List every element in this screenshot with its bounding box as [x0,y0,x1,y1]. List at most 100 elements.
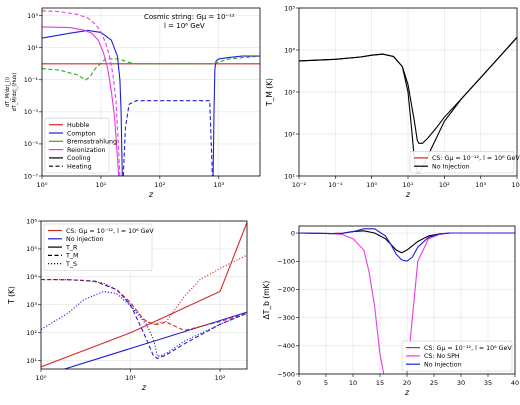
y-tick-label: 10³ [27,12,38,20]
x-tick-label: 0 [297,379,301,387]
x-axis-label: z [141,383,147,392]
legend-label: Reionization [67,147,106,154]
x-tick-label: 40 [511,379,519,387]
legend-box [409,151,515,174]
y-tick-label: 10⁶ [26,217,37,225]
x-tick-label: 10⁰ [36,374,47,382]
x-tick-label: 25 [430,379,438,387]
y-tick-label: 10⁻¹ [24,76,39,84]
legend-label: CS: Gμ = 10⁻¹², l = 10⁶ GeV [66,228,154,235]
x-tick-label: 10² [154,181,165,189]
legend: CS: Gμ = 10⁻¹², l = 10⁶ GeV No Injection [409,151,520,174]
y-tick-label: 10¹ [284,172,295,180]
x-tick-label: 10² [439,181,450,189]
y-tick-label: −400 [277,342,295,350]
chart-panel-1: 10⁰ 10¹ 10² 10³ 10⁻⁷ 10⁻⁵ 10⁻³ 10⁻¹ 10¹ 10³ z dT_M/… [5,7,261,199]
series-line [41,278,247,360]
series-line [41,254,247,325]
x-tick-label: 30 [457,379,465,387]
y-tick-label: 10² [284,130,295,138]
legend-label: Compton [67,130,96,137]
x-axis-label: z [148,190,154,199]
series-group [299,228,515,374]
x-tick-label: 10⁰ [37,181,48,189]
y-tick-label: 10⁻⁷ [24,172,39,180]
chart-panel-2: 10⁻² 10⁻¹ 10⁰ 10¹ 10² 10³ 10⁴ 10¹ 10² 10³ 10⁴ 10⁵ z T… [265,4,520,199]
x-tick-label: 10² [215,374,226,382]
legend-box [401,340,513,372]
series-group [42,10,260,176]
series-line [42,29,123,176]
y-tick-label: −500 [277,370,295,378]
series-line [42,10,121,176]
y-axis-label: ΔT_b (mK) [262,281,271,320]
legend-label: CS: Gμ = 10⁻¹², l = 10⁶ GeV [424,345,512,352]
x-tick-label: 10⁻¹ [328,181,343,189]
series-line [62,311,247,369]
legend-label: No injection [66,236,103,243]
y-tick-label: 10³ [284,88,295,96]
y-tick-label: −200 [277,286,295,294]
y-tick-label: 10¹ [27,44,38,52]
legend-label: Bremsstrahlung [67,139,117,146]
legend-label: No Injection [432,164,470,171]
y-axis-label: T (K) [7,286,16,305]
y-tick-label: 10¹ [26,357,37,365]
series-line [299,228,515,262]
legend-label: T_S [65,261,77,268]
series-line [42,26,120,176]
legend-label: T_R [65,244,78,251]
y-tick-label: 10³ [26,301,37,309]
chart-panel-3: 10⁰ 10¹ 10² 10¹ 10² 10³ 10⁴ 10⁵ 10⁶ z T (K) CS: Gμ … [7,217,248,392]
legend-label: CS: No SPH [424,353,460,360]
series-line [212,55,260,176]
x-tick-label: 10⁰ [366,181,377,189]
y-tick-label: 10⁵ [284,4,295,12]
legend-box [43,223,153,271]
series-line [122,100,213,176]
x-tick-label: 10³ [475,181,486,189]
chart-panel-4: 0 5 10 15 20 25 30 35 40 −500 −400 −300 −200 −100 0 z ΔT… [262,225,519,397]
y-tick-label: −300 [277,314,295,322]
x-tick-label: 10¹ [125,374,136,382]
legend-label: No Injection [424,362,462,369]
legend-box [44,117,110,174]
series-line [42,58,137,81]
x-axis-label: z [404,388,410,397]
x-axis-label: z [405,190,411,199]
series-group [41,222,247,369]
annotation-text: l = 10⁶ GeV [164,22,205,30]
x-tick-label: 10⁴ [512,181,520,189]
series-line [136,55,260,65]
y-tick-label: 10⁴ [284,46,295,54]
y-tick-label: 0 [291,229,295,237]
y-axis-label: dT_M/dz|_(i) [5,77,11,107]
x-tick-label: 10³ [213,181,224,189]
y-axis-label: T_M (K) [265,78,274,107]
legend-label: T_M [65,253,78,260]
legend-label: Cooling [67,155,91,162]
x-tick-label: 35 [484,379,492,387]
y-tick-label: 10⁻⁵ [24,140,39,148]
x-tick-label: 15 [376,379,384,387]
legend-label: CS: Gμ = 10⁻¹², l = 10⁶ GeV [432,155,520,162]
x-tick-label: 5 [324,379,328,387]
annotation-text: Cosmic string: Gμ = 10⁻¹² [144,13,235,21]
y-tick-label: 10⁵ [26,245,37,253]
legend-label: Heating [67,164,92,171]
series-line [41,222,247,368]
x-tick-label: 10¹ [403,181,414,189]
x-tick-label: 20 [403,379,411,387]
x-tick-label: 10⁻² [292,181,307,189]
series-line [41,290,247,358]
y-tick-label: 10⁻³ [24,108,39,116]
panels: 10⁰ 10¹ 10² 10³ 10⁻⁷ 10⁻⁵ 10⁻³ 10⁻¹ 10¹ 10³ z dT_M/… [5,4,520,397]
x-tick-label: 10¹ [95,181,106,189]
y-axis-label: dT_M/dz|_(Hub) [12,73,18,112]
x-tick-label: 10 [349,379,357,387]
legend-label: Hubble [67,122,89,129]
